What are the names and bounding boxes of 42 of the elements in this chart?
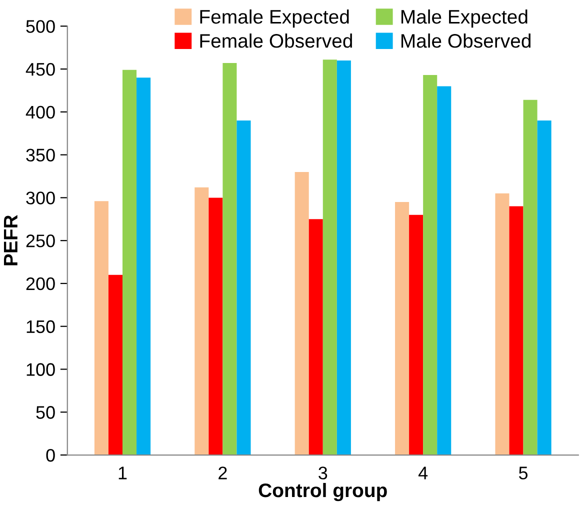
bar [322, 60, 337, 456]
bar [94, 201, 108, 456]
legend-label: Female Observed [200, 34, 352, 48]
bar [395, 202, 410, 456]
y-tick-label: 500 [26, 20, 55, 33]
x-tick-label: 4 [418, 466, 428, 480]
y-tick-label: 200 [26, 277, 55, 290]
bar [336, 60, 351, 456]
bar [122, 70, 137, 456]
legend-label: Male Expected [401, 9, 528, 28]
bar [308, 219, 323, 456]
bar [294, 172, 309, 456]
y-tick-label: 300 [26, 192, 55, 204]
y-tick-label: 150 [26, 320, 55, 334]
x-tick-label: 2 [218, 466, 227, 480]
bar [409, 214, 424, 456]
bar [523, 100, 538, 456]
legend-label: Male Observed [401, 34, 530, 48]
bar [222, 63, 237, 456]
y-tick-label: 100 [26, 363, 55, 376]
bar [194, 187, 209, 456]
bar [236, 120, 251, 456]
x-tick-label: 1 [118, 466, 127, 480]
bar [495, 193, 510, 456]
legend-label: Female Expected [200, 9, 349, 28]
bar [108, 274, 122, 456]
x-axis-title: Control group [258, 482, 387, 502]
y-tick-label: 350 [26, 148, 55, 162]
bar [136, 78, 151, 456]
x-tick-label: 3 [318, 466, 328, 480]
bar [537, 120, 552, 456]
y-axis-title: PEFR [4, 215, 18, 266]
bar [437, 86, 452, 456]
bar [208, 198, 223, 456]
y-tick-label: 450 [26, 62, 55, 76]
y-tick-label: 0 [46, 448, 55, 462]
x-tick-label: 5 [518, 466, 528, 480]
bar [423, 75, 438, 456]
y-tick-label: 400 [26, 106, 55, 119]
y-tick-label: 250 [26, 234, 55, 248]
y-tick-label: 50 [36, 406, 55, 419]
bar [509, 206, 524, 456]
